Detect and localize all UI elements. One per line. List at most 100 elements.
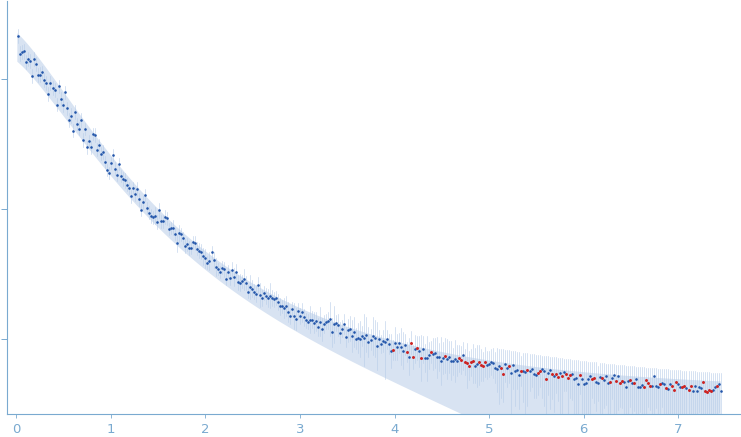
Point	[199, 255, 211, 262]
Point	[568, 375, 579, 382]
Point	[368, 335, 380, 342]
Point	[73, 125, 84, 132]
Point	[19, 48, 30, 55]
Point	[105, 160, 117, 166]
Point	[479, 358, 491, 365]
Point	[21, 59, 33, 66]
Point	[282, 309, 294, 316]
Point	[566, 370, 578, 377]
Point	[339, 320, 350, 327]
Point	[347, 333, 359, 340]
Point	[580, 380, 592, 387]
Point	[558, 368, 570, 375]
Point	[101, 166, 113, 173]
Point	[637, 382, 648, 388]
Point	[600, 373, 612, 380]
Point	[222, 268, 233, 275]
Point	[505, 369, 517, 376]
Point	[614, 380, 626, 387]
Point	[373, 336, 385, 343]
Point	[56, 102, 68, 109]
Point	[545, 371, 557, 378]
Point	[421, 355, 433, 362]
Point	[202, 259, 213, 266]
Point	[185, 245, 197, 252]
Point	[427, 350, 439, 357]
Point	[296, 309, 308, 316]
Point	[413, 348, 425, 355]
Point	[570, 375, 582, 382]
Point	[326, 329, 338, 336]
Point	[399, 341, 411, 348]
Point	[278, 305, 290, 312]
Point	[24, 58, 36, 65]
Point	[499, 361, 511, 368]
Point	[491, 365, 503, 372]
Point	[49, 87, 61, 94]
Point	[497, 371, 509, 378]
Point	[156, 218, 167, 225]
Point	[190, 239, 202, 246]
Point	[13, 33, 24, 40]
Point	[53, 83, 64, 90]
Point	[401, 348, 413, 355]
Point	[218, 266, 230, 273]
Point	[590, 379, 602, 386]
Point	[475, 361, 487, 368]
Point	[226, 267, 238, 274]
Point	[431, 354, 443, 361]
Point	[691, 388, 702, 395]
Point	[83, 138, 95, 145]
Point	[447, 357, 459, 364]
Point	[701, 388, 713, 395]
Point	[365, 336, 376, 343]
Point	[81, 144, 93, 151]
Point	[511, 367, 523, 374]
Point	[16, 49, 28, 55]
Point	[687, 387, 699, 394]
Point	[167, 224, 179, 231]
Point	[319, 321, 330, 328]
Point	[419, 355, 431, 362]
Point	[665, 380, 677, 387]
Point	[510, 368, 522, 375]
Point	[638, 383, 650, 390]
Point	[429, 349, 441, 356]
Point	[113, 161, 124, 168]
Point	[461, 359, 473, 366]
Point	[381, 336, 393, 343]
Point	[524, 368, 536, 375]
Point	[508, 362, 519, 369]
Point	[123, 184, 135, 191]
Point	[606, 374, 618, 381]
Point	[276, 303, 288, 310]
Point	[550, 371, 562, 378]
Point	[564, 371, 576, 378]
Point	[109, 165, 121, 172]
Point	[668, 387, 680, 394]
Point	[531, 369, 543, 376]
Point	[129, 190, 141, 197]
Point	[356, 333, 368, 340]
Point	[439, 352, 451, 359]
Point	[30, 61, 42, 68]
Point	[673, 380, 685, 387]
Point	[342, 327, 354, 334]
Point	[359, 334, 370, 341]
Point	[387, 347, 399, 354]
Point	[445, 357, 457, 364]
Point	[519, 368, 531, 375]
Point	[27, 73, 39, 80]
Point	[662, 385, 674, 392]
Point	[584, 373, 596, 380]
Point	[711, 383, 722, 390]
Point	[14, 50, 26, 57]
Point	[77, 136, 89, 143]
Point	[288, 312, 300, 319]
Point	[61, 105, 73, 112]
Point	[308, 319, 320, 326]
Point	[411, 345, 422, 352]
Point	[133, 196, 145, 203]
Point	[554, 370, 565, 377]
Point	[682, 387, 694, 394]
